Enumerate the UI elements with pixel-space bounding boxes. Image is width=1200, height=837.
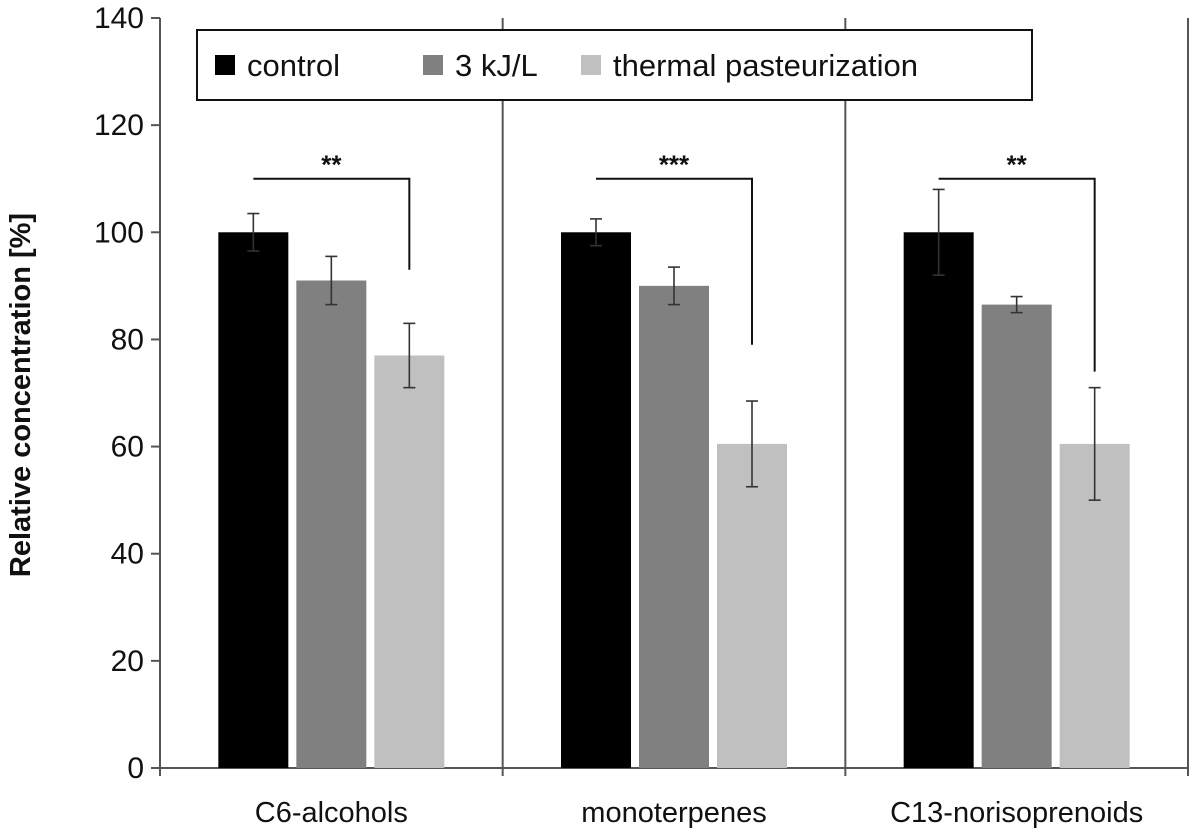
legend-label: 3 kJ/L <box>455 48 538 83</box>
legend: control 3 kJ/L thermal pasteurization <box>196 29 1033 101</box>
y-axis-ticks: 0 20 40 60 80 100 120 140 <box>94 2 160 785</box>
y-tick-label: 40 <box>111 538 144 571</box>
error-bars <box>247 188 1101 501</box>
legend-box <box>196 29 1033 101</box>
y-tick-label: 0 <box>127 752 144 785</box>
legend-swatch <box>581 55 601 75</box>
significance-bracket <box>596 177 753 345</box>
y-tick-label: 120 <box>94 109 144 142</box>
x-category-label: monoterpenes <box>581 797 766 829</box>
x-axis-labels: C6-alcohols monoterpenes C13-norisoprenoid… <box>255 797 1143 829</box>
bar <box>981 304 1052 768</box>
significance-label: *** <box>659 150 690 180</box>
significance-bracket <box>938 177 1096 372</box>
bar <box>561 232 631 769</box>
x-category-label: C13-norisoprenoids <box>890 797 1143 829</box>
bar <box>218 232 289 769</box>
significance-annotations: ** *** ** <box>253 150 1096 372</box>
significance-label: ** <box>1007 150 1028 180</box>
bar <box>903 232 974 769</box>
bar <box>639 285 709 768</box>
y-tick-label: 80 <box>111 323 144 356</box>
y-tick-label: 20 <box>111 645 144 678</box>
legend-swatch <box>423 55 443 75</box>
significance-label: ** <box>321 150 342 180</box>
bar <box>374 355 445 768</box>
y-tick-label: 140 <box>94 2 144 35</box>
y-axis-title: Relative concentration [%] <box>5 213 37 577</box>
bars <box>218 232 1130 769</box>
x-category-label: C6-alcohols <box>255 797 408 829</box>
legend-label: thermal pasteurization <box>613 48 918 83</box>
legend-swatch <box>215 55 235 75</box>
bar <box>717 443 787 768</box>
legend-label: control <box>247 48 340 83</box>
y-tick-label: 100 <box>94 216 144 249</box>
y-tick-label: 60 <box>111 431 144 464</box>
bar <box>296 280 367 768</box>
significance-bracket <box>253 177 411 270</box>
